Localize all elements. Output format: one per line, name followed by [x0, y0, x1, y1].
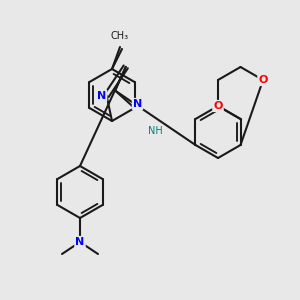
Text: N: N: [75, 237, 85, 247]
Text: CH₃: CH₃: [111, 31, 129, 41]
Text: O: O: [258, 75, 268, 85]
Text: O: O: [213, 101, 223, 111]
Text: N: N: [133, 99, 142, 109]
Text: N: N: [97, 91, 106, 100]
Text: NH: NH: [148, 126, 163, 136]
